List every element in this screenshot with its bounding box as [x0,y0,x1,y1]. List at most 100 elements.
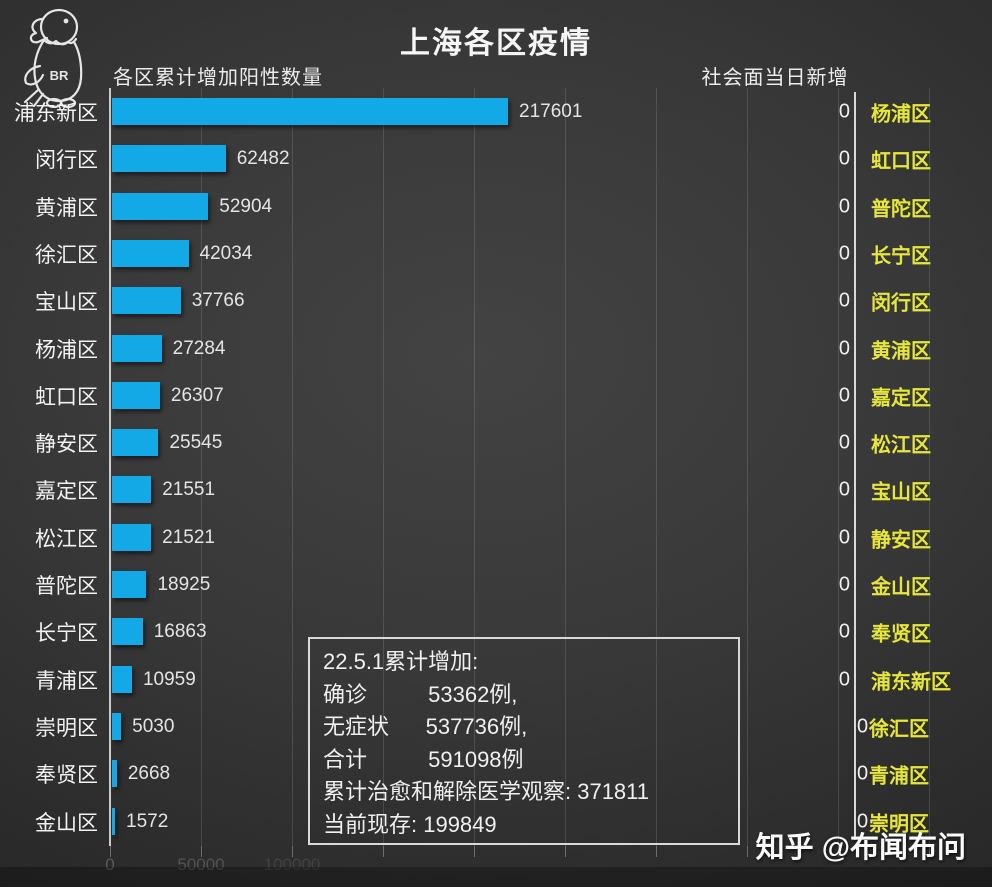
district-label: 徐汇区 [35,243,98,267]
bar-row: 奉贤区 2668 [0,750,992,798]
bar [112,712,122,740]
right-row: 0 杨浦区 [0,88,992,136]
right-district-label: 浦东新区 [871,671,951,694]
right-row: 0 徐汇区 [0,703,992,751]
right-district-label: 奉贤区 [871,623,931,646]
x-axis-tick-label: 50000 [177,855,225,874]
bar-value: 5030 [132,715,175,737]
zero-value: 0 [838,573,850,596]
district-label: 松江区 [35,527,98,551]
bar-value: 25545 [169,432,223,454]
bar [112,334,162,362]
right-district-label: 嘉定区 [871,387,931,410]
right-row: 0 崇明区 [0,798,992,846]
bar-row: 浦东新区 217601 [0,88,992,136]
left-chart-subtitle: 各区累计增加阳性数量 [113,67,323,89]
gridline [565,88,566,846]
right-row: 0 普陀区 [0,183,992,231]
right-district-label: 崇明区 [869,813,929,835]
right-row: 0 青浦区 [0,750,992,798]
bar [112,476,152,504]
gridline [292,88,293,846]
bar [112,665,132,693]
right-district-label: 虹口区 [871,150,931,173]
watermark: 知乎 @布闻布问 [755,832,966,864]
right-row: 0 宝山区 [0,466,992,514]
gridline [929,88,930,846]
zero-value: 0 [838,526,850,549]
bar-value: 52904 [219,195,273,217]
x-axis-tick [110,846,111,857]
right-chart-y-axis [854,92,856,840]
district-label: 虹口区 [35,385,98,409]
summary-line: 无症状 537736例, [323,714,528,739]
summary-line: 确诊 53362例, [323,681,518,707]
zero-value: 0 [857,715,869,738]
x-axis-tick [474,846,475,857]
right-district-label: 黄浦区 [871,340,931,362]
zero-value: 0 [838,289,850,312]
bar-row: 嘉定区 21551 [0,466,992,514]
bar-value: 16863 [153,621,207,643]
zero-value: 0 [838,668,850,691]
bar-row: 普陀区 18925 [0,561,992,609]
x-axis-tick [292,846,293,857]
bar-row: 黄浦区 52904 [0,183,992,231]
bar-value: 27284 [172,337,226,359]
zero-value: 0 [838,478,850,501]
right-row: 0 长宁区 [0,230,992,278]
bar-value: 26307 [170,384,224,406]
x-axis-tick [838,846,839,857]
right-row: 0 嘉定区 [0,372,992,420]
bar [112,807,115,835]
right-row: 0 松江区 [0,419,992,467]
bar-row: 静安区 25545 [0,419,992,467]
district-label: 闵行区 [35,149,98,173]
district-label: 嘉定区 [35,480,98,504]
right-district-label: 长宁区 [871,245,931,268]
district-label: 奉贤区 [35,764,98,788]
gridline [838,88,839,846]
zero-value: 0 [857,762,869,785]
x-axis-tick [383,846,384,857]
bar-value: 62482 [236,148,290,170]
zero-value: 0 [838,100,850,123]
district-label: 宝山区 [35,291,98,315]
bar [112,760,117,788]
bar-value: 1572 [126,810,169,832]
x-axis-tick [929,846,930,857]
district-label: 浦东新区 [14,102,98,125]
right-row: 0 金山区 [0,561,992,609]
x-axis-tick [201,846,202,857]
bar [112,618,143,646]
right-row: 0 黄浦区 [0,325,992,373]
zero-value: 0 [838,195,850,218]
right-district-label: 杨浦区 [871,103,931,126]
bar-row: 闵行区 62482 [0,135,992,183]
x-axis-tick-label: 0 [105,855,115,874]
district-label: 普陀区 [35,575,98,598]
bar [112,381,160,409]
summary-line: 22.5.1累计增加: [323,649,479,674]
right-district-label: 静安区 [871,529,931,552]
right-district-label: 宝山区 [871,481,931,504]
bar-value: 21521 [162,526,215,548]
right-district-label: 金山区 [871,576,931,599]
district-label: 静安区 [35,433,98,457]
right-chart-subtitle: 社会面当日新增 [701,67,849,89]
gridline [474,88,475,846]
zero-value: 0 [838,384,850,407]
district-label: 青浦区 [35,669,98,693]
bar-row: 崇明区 5030 [0,703,992,751]
x-axis-tick [656,846,657,857]
summary-line: 合计 591098例 [323,746,524,772]
district-label: 长宁区 [35,622,98,646]
bar-value: 37766 [191,290,245,312]
right-row: 0 闵行区 [0,277,992,325]
bar [112,429,159,457]
x-axis-tick [565,846,566,857]
page-title: 上海各区疫情 [400,27,592,60]
bar-row: 虹口区 26307 [0,372,992,420]
bar-row: 宝山区 37766 [0,277,992,325]
